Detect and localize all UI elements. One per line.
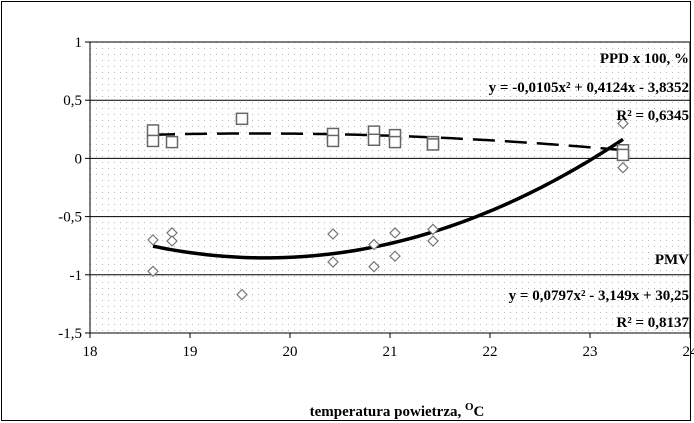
x-tick-label: 20: [283, 344, 298, 360]
pmv-point: [389, 227, 401, 239]
pmv-point: [327, 228, 339, 240]
pmv-point: [368, 238, 380, 251]
x-tick-label: 23: [583, 344, 598, 360]
ppd-series-label: PPD x 100, %: [600, 51, 689, 67]
ppd-equation: y = -0,0105x² + 0,4124x - 3,8352: [489, 80, 689, 96]
pmv-trendline: [152, 137, 624, 260]
pmv-point: [236, 288, 248, 301]
ppd-point: [388, 135, 402, 149]
pmv-point: [147, 265, 159, 278]
pmv-point: [368, 260, 380, 273]
x-tick-label: 22: [483, 344, 498, 360]
y-tick-label: 0: [75, 151, 83, 167]
pmv-point: [389, 250, 401, 263]
pmv-r2: R² = 0,8137: [616, 315, 689, 331]
x-axis-ticks: 18 19 20 21 22 23 24: [83, 333, 694, 360]
ppd-trendline: [152, 132, 624, 152]
trendlines: [152, 132, 624, 260]
pmv-point: [427, 223, 439, 236]
pmv-series-label: PMV: [655, 252, 689, 268]
pmv-point: [166, 235, 178, 247]
x-tick-label: 18: [83, 344, 98, 360]
ppd-point: [326, 134, 340, 148]
pmv-point: [617, 161, 629, 174]
ppd-point: [367, 133, 381, 147]
x-tick-label: 24: [683, 344, 694, 360]
x-axis-label: temperatura powietrza, OC: [310, 401, 485, 420]
data-points: [146, 112, 630, 301]
y-tick-label: -1: [70, 268, 83, 284]
ppd-point: [235, 112, 249, 126]
pmv-point: [427, 235, 439, 247]
ppd-r2: R² = 0,6345: [616, 108, 689, 124]
ppd-point: [146, 124, 160, 137]
ppd-point: [616, 148, 630, 162]
ppd-point: [165, 135, 179, 149]
x-tick-label: 19: [183, 344, 198, 360]
y-tick-label: 0,5: [63, 93, 82, 109]
pmv-equation: y = 0,0797x² - 3,149x + 30,25: [509, 288, 689, 304]
x-tick-label: 21: [383, 344, 398, 360]
y-tick-label: -1,5: [58, 326, 82, 342]
y-axis-ticks: 1 0,5 0 -0,5 -1 -1,5: [58, 35, 90, 342]
pmv-point: [327, 256, 339, 268]
y-tick-label: 1: [75, 35, 83, 51]
pmv-point: [147, 234, 159, 246]
ppd-point: [146, 134, 160, 148]
y-tick-label: -0,5: [58, 210, 82, 226]
ppd-point: [426, 138, 440, 151]
pmv-point: [617, 117, 629, 130]
